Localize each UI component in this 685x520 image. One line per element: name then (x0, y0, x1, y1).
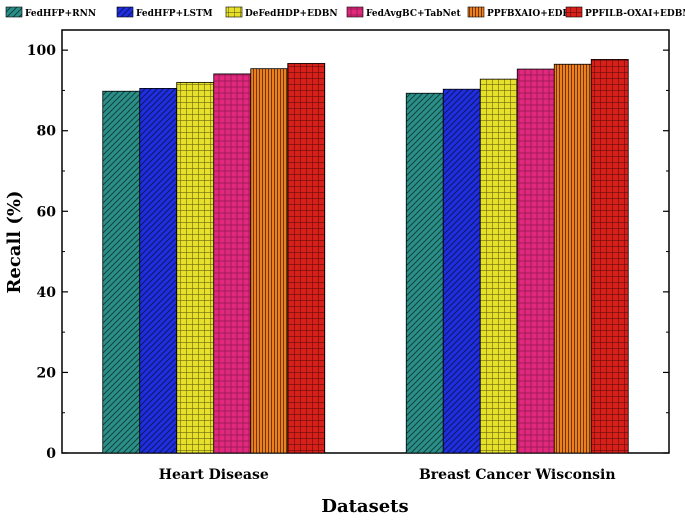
legend-label: DeFedHDP+EDBN (245, 9, 338, 19)
bar-fedhfp-lstm-1 (442, 88, 481, 454)
y-tick-label: 40 (37, 285, 57, 301)
y-tick-label: 100 (27, 43, 56, 59)
bar-fedhfp-rnn-0 (102, 90, 141, 454)
y-tick-label: 80 (37, 124, 57, 140)
legend-label: FedAvgBC+TabNet (366, 9, 461, 19)
legend-swatch (467, 6, 485, 18)
y-tick-label: 0 (46, 446, 56, 462)
bar-fedhfp-lstm-0 (139, 88, 178, 454)
bar-fedavgbc-tabnet-0 (213, 73, 252, 454)
bar-defedhdp-edbn-0 (176, 81, 215, 454)
legend-label: PPFBXAIO+EDBN (487, 9, 578, 19)
bar-ppfilb-oxai-edbn-0 (287, 63, 326, 454)
bar-defedhdp-edbn-1 (479, 78, 518, 454)
legend-swatch (116, 6, 134, 18)
y-axis: 0 20 40 60 80 100 (27, 43, 669, 462)
bar-ppfbxaio-edbn-1 (553, 63, 592, 454)
y-tick-label: 60 (37, 204, 57, 220)
y-tick-label: 20 (37, 365, 57, 381)
bars-group (102, 59, 629, 454)
x-tick-label: Heart Disease (159, 467, 269, 483)
plot-frame (61, 29, 670, 454)
legend-swatch (565, 6, 583, 18)
x-tick-label: Breast Cancer Wisconsin (419, 467, 616, 483)
legend: FedHFP+RNN FedHFP+LSTM DeFedHDP+EDBN FedAvg… (5, 6, 685, 19)
legend-swatch (225, 6, 243, 18)
y-axis-title: Recall (%) (4, 190, 25, 293)
x-axis: Heart Disease Breast Cancer Wisconsin (159, 447, 616, 483)
bar-ppfbxaio-edbn-0 (250, 68, 289, 454)
bar-ppfilb-oxai-edbn-1 (590, 59, 629, 454)
legend-swatch (5, 6, 23, 18)
x-axis-title: Datasets (321, 496, 408, 517)
legend-swatch (346, 6, 364, 18)
legend-label: FedHFP+RNN (25, 9, 96, 19)
legend-label: FedHFP+LSTM (136, 9, 213, 19)
legend-label: PPFILB-OXAI+EDBN (585, 9, 685, 19)
bar-fedhfp-rnn-1 (405, 92, 444, 454)
bar-fedavgbc-tabnet-1 (516, 68, 555, 454)
